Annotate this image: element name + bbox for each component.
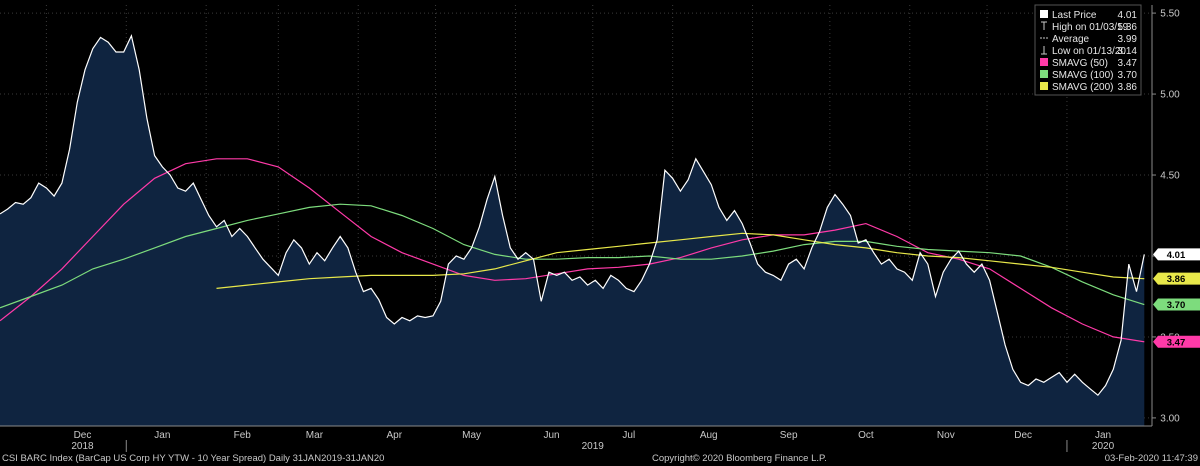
y-tick-label: 3.00 <box>1160 413 1180 424</box>
x-year-label: 2019 <box>582 441 605 452</box>
tag-background <box>1153 272 1200 285</box>
legend-swatch <box>1040 10 1048 18</box>
x-tick-label: Sep <box>780 430 798 441</box>
last-value-tag: 4.01 <box>1153 248 1200 261</box>
y-tick-label: 4.50 <box>1160 171 1180 182</box>
last-value-tags: 4.01 3.86 3.70 3.47 <box>1153 248 1200 348</box>
legend-entry: High on 01/03/195.36 <box>1041 21 1138 33</box>
series-line-smavg-50 <box>0 158 1145 343</box>
legend-swatch <box>1040 58 1048 66</box>
tag-background <box>1153 298 1200 311</box>
x-year-label: 2018 <box>71 441 94 452</box>
x-tick-label: May <box>462 430 481 441</box>
tag-label: 3.86 <box>1167 274 1186 285</box>
legend-label: SMAVG (100) <box>1052 70 1114 81</box>
series-line-last-price <box>0 33 1145 397</box>
legend-label: Last Price <box>1052 10 1097 21</box>
legend-label: SMAVG (50) <box>1052 58 1108 69</box>
tag-label: 4.01 <box>1167 250 1186 261</box>
legend-value: 3.86 <box>1118 82 1138 93</box>
series-lines <box>0 33 1145 397</box>
legend-value: 3.14 <box>1118 46 1138 57</box>
high-marker-icon <box>1041 21 1047 30</box>
last-value-tag: 3.47 <box>1153 335 1200 348</box>
x-year-label: 2020 <box>1092 441 1115 452</box>
legend-entry: Low on 01/13/203.14 <box>1041 46 1137 57</box>
last-value-tag: 3.86 <box>1153 272 1200 285</box>
tag-background <box>1153 335 1200 348</box>
x-tick-label: Nov <box>937 430 955 441</box>
footer-index-description: CSI BARC Index (BarCap US Corp HY YTW - … <box>2 453 385 464</box>
x-tick-label: Oct <box>858 430 874 441</box>
legend-label: High on 01/03/19 <box>1052 22 1129 33</box>
price-area <box>0 35 1145 427</box>
legend-value: 5.36 <box>1118 22 1138 33</box>
tag-background <box>1153 248 1200 261</box>
low-marker-icon <box>1041 46 1047 55</box>
legend-entry: SMAVG (100) 3.70 <box>1040 70 1137 81</box>
legend-box <box>1034 4 1142 96</box>
x-tick-label: Dec <box>74 430 92 441</box>
legend-value: 4.01 <box>1118 10 1138 21</box>
x-tick-label: Jan <box>1095 430 1111 441</box>
legend-entry: Average 3.99 <box>1040 34 1137 45</box>
tag-label: 3.47 <box>1167 337 1186 348</box>
x-tick-label: Apr <box>387 430 403 441</box>
tag-label: 3.70 <box>1167 300 1186 311</box>
x-tick-label: Mar <box>306 430 324 441</box>
legend-label: Low on 01/13/20 <box>1052 46 1126 57</box>
footer-copyright: Copyright© 2020 Bloomberg Finance L.P. <box>652 453 827 464</box>
last-price-area-fill <box>0 35 1145 427</box>
footer-bar: CSI BARC Index (BarCap US Corp HY YTW - … <box>0 452 1200 466</box>
x-tick-label: Jan <box>154 430 170 441</box>
series-line-smavg-100 <box>0 203 1145 309</box>
footer-timestamp: 03-Feb-2020 11:47:39 <box>1104 453 1198 464</box>
legend-swatch <box>1040 70 1048 78</box>
last-value-tag: 3.70 <box>1153 298 1200 311</box>
x-axis-band <box>0 426 1200 452</box>
x-tick-label: Aug <box>700 430 718 441</box>
legend-value: 3.99 <box>1118 34 1138 45</box>
x-tick-label: Jul <box>622 430 635 441</box>
legend-value: 3.70 <box>1118 70 1138 81</box>
legend-label: Average <box>1052 34 1090 45</box>
x-tick-label: Feb <box>234 430 252 441</box>
series-line-smavg-200 <box>216 232 1145 289</box>
legend-swatch <box>1040 82 1048 90</box>
legend-entry: Last Price 4.01 <box>1040 10 1137 21</box>
legend-entry: SMAVG (50) 3.47 <box>1040 58 1137 69</box>
legend-entry: SMAVG (200) 3.86 <box>1040 82 1137 93</box>
legend-value: 3.47 <box>1118 58 1138 69</box>
y-tick-label: 5.00 <box>1160 90 1180 101</box>
legend-label: SMAVG (200) <box>1052 82 1114 93</box>
y-tick-label: 5.50 <box>1160 9 1180 20</box>
x-tick-label: Dec <box>1014 430 1032 441</box>
price-chart: 3.003.504.004.505.005.50DecJanFebMarAprM… <box>0 4 1200 452</box>
x-tick-label: Jun <box>543 430 559 441</box>
